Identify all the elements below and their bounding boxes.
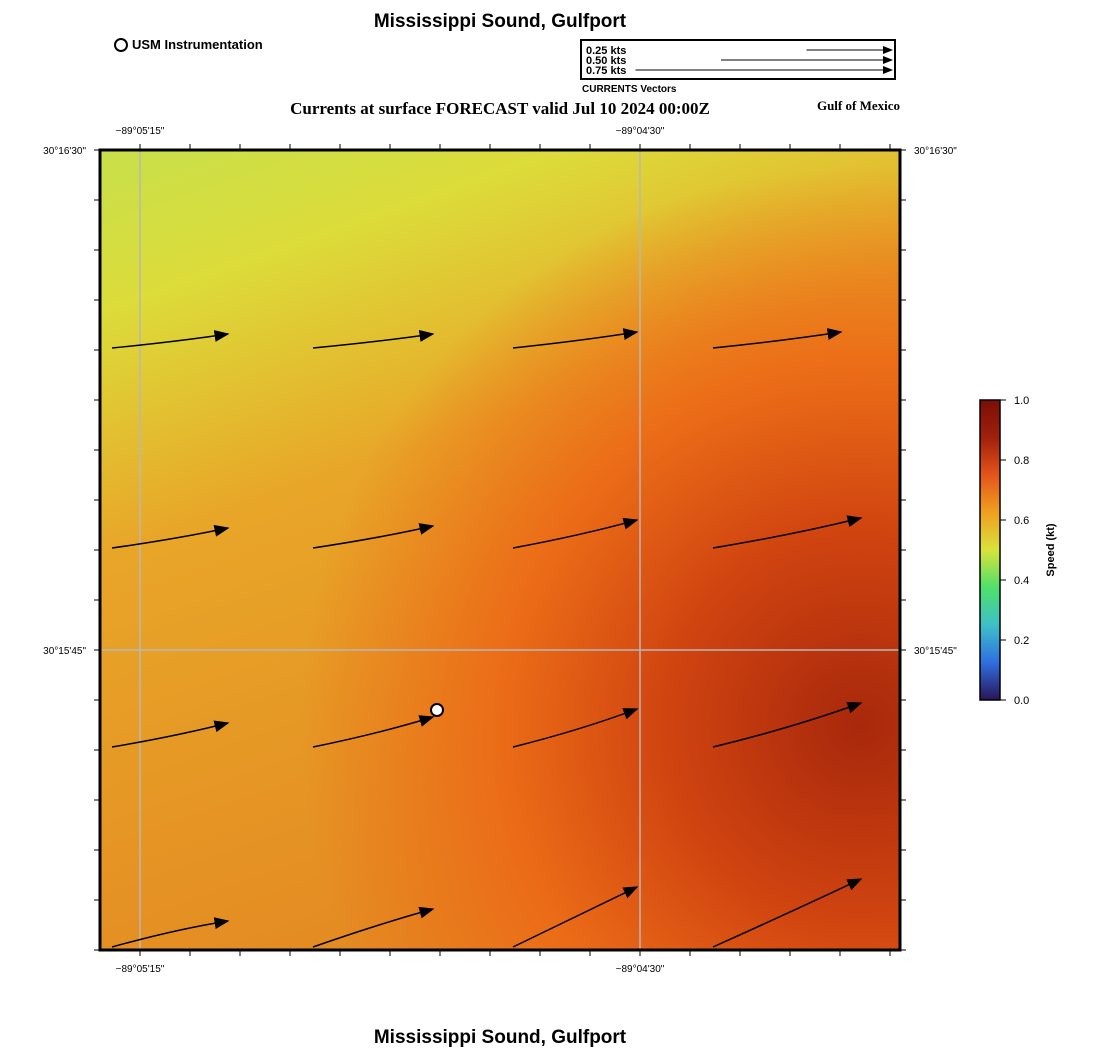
current-vector-arrow [312, 906, 435, 948]
current-vector-arrow [712, 701, 863, 748]
map-footer-title: Mississippi Sound, Gulfport [373, 1027, 627, 1048]
vector-scale-label: 0.50 kts [586, 55, 626, 67]
station-legend: USM Instrumentation [114, 37, 263, 52]
lat-tick-left-2: 30°15'45" [43, 646, 86, 657]
map-subtitle: Currents at surface FORECAST valid Jul 1… [290, 99, 710, 118]
lat-tick-right-1: 30°16'30" [914, 146, 957, 157]
current-vector-arrow [312, 523, 435, 549]
colorbar-label: Speed (kt) [1045, 523, 1057, 577]
current-vector-arrow [111, 330, 230, 349]
lat-tick-right-2: 30°15'45" [914, 646, 957, 657]
current-map: −89°05'15" −89°04'30" −89°05'15" −89°04'… [43, 126, 957, 975]
current-vector-arrow [111, 524, 230, 549]
colorbar-tick-label: 0.8 [1014, 455, 1029, 467]
current-vector-arrow [512, 328, 639, 349]
colorbar-ramp [979, 399, 1001, 701]
colorbar-tick-label: 0.6 [1014, 515, 1029, 527]
lat-tick-left-1: 30°16'30" [43, 146, 86, 157]
current-vector-arrow [512, 517, 639, 549]
current-vector-arrow [512, 708, 639, 748]
lon-tick-bottom-2: −89°04'30" [616, 964, 665, 975]
vector-scale-label: 0.75 kts [586, 65, 626, 77]
colorbar-tick-label: 0.4 [1014, 575, 1029, 587]
usm-station-marker[interactable] [430, 703, 444, 717]
current-vector-arrow [512, 886, 639, 948]
speed-colorbar: 0.0 0.2 0.4 0.6 0.8 1.0 Speed (kt) [979, 395, 1057, 707]
colorbar-tick-label: 0.0 [1014, 695, 1029, 707]
current-vector-arrow [312, 715, 435, 748]
graticule [100, 150, 900, 950]
current-vector-arrow [712, 515, 863, 549]
colorbar-tick-label: 1.0 [1014, 395, 1029, 407]
colorbar-tick-label: 0.2 [1014, 635, 1029, 647]
current-vector-arrow [712, 878, 863, 948]
station-marker-icon [114, 37, 128, 52]
speed-field [100, 150, 900, 950]
station-legend-label: USM Instrumentation [132, 37, 263, 52]
current-vector-arrow [111, 720, 230, 748]
current-vector-arrow [712, 328, 843, 349]
region-label: Gulf of Mexico [816, 98, 900, 113]
vector-scale-label: 0.25 kts [586, 45, 626, 57]
current-vector-arrow [111, 917, 230, 948]
vector-legend-caption: CURRENTS Vectors [582, 84, 677, 95]
map-title: Mississippi Sound, Gulfport [373, 11, 627, 32]
lon-tick-top-1: −89°05'15" [116, 126, 165, 137]
lon-tick-bottom-1: −89°05'15" [116, 964, 165, 975]
current-vector-arrow [312, 329, 435, 349]
lon-tick-top-2: −89°04'30" [616, 126, 665, 137]
current-vectors [111, 328, 863, 948]
